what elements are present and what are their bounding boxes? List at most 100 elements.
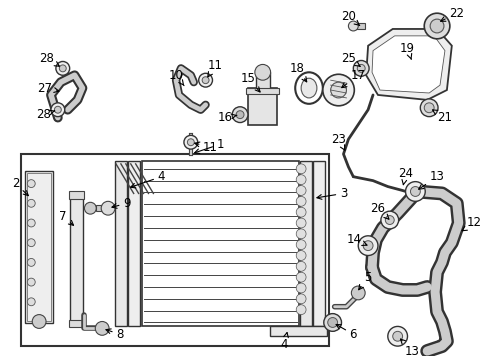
Text: 9: 9 — [112, 197, 130, 210]
Text: 14: 14 — [346, 233, 366, 246]
Circle shape — [363, 241, 372, 251]
Circle shape — [347, 21, 358, 31]
Text: 11: 11 — [194, 141, 218, 154]
Text: 23: 23 — [330, 133, 346, 150]
Circle shape — [84, 202, 96, 214]
Circle shape — [27, 199, 35, 207]
Text: 22: 22 — [440, 7, 463, 21]
Text: 25: 25 — [340, 52, 359, 66]
Bar — [69, 193, 83, 321]
Circle shape — [27, 239, 35, 247]
Bar — [21, 154, 328, 346]
Circle shape — [357, 64, 365, 72]
Circle shape — [296, 294, 305, 304]
Circle shape — [27, 219, 35, 227]
Circle shape — [385, 216, 393, 225]
Circle shape — [330, 82, 346, 98]
Bar — [142, 161, 299, 327]
Text: 19: 19 — [399, 42, 414, 59]
Circle shape — [232, 107, 247, 122]
Text: 26: 26 — [370, 202, 388, 219]
Circle shape — [405, 182, 425, 201]
Text: 5: 5 — [358, 271, 371, 290]
Circle shape — [27, 258, 35, 266]
Circle shape — [358, 236, 377, 256]
Circle shape — [59, 65, 66, 72]
Circle shape — [296, 197, 305, 206]
Ellipse shape — [301, 78, 316, 98]
Circle shape — [198, 73, 212, 87]
Circle shape — [296, 229, 305, 239]
Bar — [300, 161, 311, 327]
Circle shape — [351, 286, 365, 300]
Bar — [115, 161, 126, 327]
Text: 24: 24 — [397, 167, 412, 185]
Text: 4: 4 — [130, 170, 164, 188]
Bar — [27, 173, 51, 321]
Bar — [68, 192, 84, 199]
Text: 7: 7 — [59, 210, 73, 225]
Text: 3: 3 — [316, 187, 346, 200]
Circle shape — [254, 64, 270, 80]
Polygon shape — [366, 29, 451, 100]
Text: 1: 1 — [194, 138, 224, 153]
Circle shape — [424, 103, 433, 113]
Circle shape — [187, 139, 194, 146]
Circle shape — [409, 186, 420, 197]
Circle shape — [429, 19, 443, 33]
Circle shape — [202, 77, 208, 84]
Circle shape — [296, 218, 305, 228]
Circle shape — [32, 315, 46, 328]
Circle shape — [392, 331, 402, 341]
Text: 10: 10 — [168, 69, 183, 86]
Circle shape — [296, 283, 305, 293]
Circle shape — [101, 201, 115, 215]
Bar — [269, 327, 326, 336]
Text: 20: 20 — [340, 10, 359, 26]
Circle shape — [323, 314, 341, 331]
Circle shape — [296, 261, 305, 271]
Bar — [127, 161, 139, 327]
Text: 11: 11 — [207, 59, 223, 77]
Bar — [245, 88, 279, 94]
Circle shape — [27, 298, 35, 306]
Circle shape — [183, 135, 197, 149]
Bar — [247, 88, 277, 126]
Bar — [312, 161, 324, 327]
Text: 13: 13 — [400, 339, 419, 357]
Bar — [25, 171, 53, 323]
Circle shape — [380, 211, 398, 229]
Circle shape — [420, 99, 437, 117]
Text: 12: 12 — [461, 216, 481, 231]
Circle shape — [54, 106, 61, 113]
Circle shape — [296, 207, 305, 217]
Circle shape — [424, 13, 449, 39]
Text: 13: 13 — [418, 170, 444, 189]
Ellipse shape — [295, 72, 322, 104]
Circle shape — [296, 240, 305, 249]
Text: 6: 6 — [335, 324, 356, 341]
Text: 4: 4 — [280, 333, 288, 351]
Circle shape — [322, 74, 354, 106]
Circle shape — [296, 305, 305, 315]
Circle shape — [353, 60, 368, 76]
Circle shape — [296, 185, 305, 195]
Text: 2: 2 — [12, 177, 28, 195]
Circle shape — [236, 111, 244, 118]
Bar — [96, 205, 108, 211]
Text: 18: 18 — [289, 62, 306, 82]
Text: 15: 15 — [240, 72, 260, 92]
Polygon shape — [371, 36, 444, 93]
Text: 28: 28 — [40, 52, 59, 66]
Bar — [255, 72, 269, 90]
Circle shape — [56, 62, 69, 75]
Text: 17: 17 — [341, 69, 365, 87]
Bar — [68, 320, 84, 327]
Circle shape — [51, 103, 64, 117]
Text: 27: 27 — [38, 82, 59, 95]
Circle shape — [327, 318, 337, 327]
Text: 8: 8 — [106, 328, 123, 341]
Circle shape — [27, 278, 35, 286]
Text: 16: 16 — [217, 111, 237, 124]
Text: 21: 21 — [432, 110, 451, 124]
